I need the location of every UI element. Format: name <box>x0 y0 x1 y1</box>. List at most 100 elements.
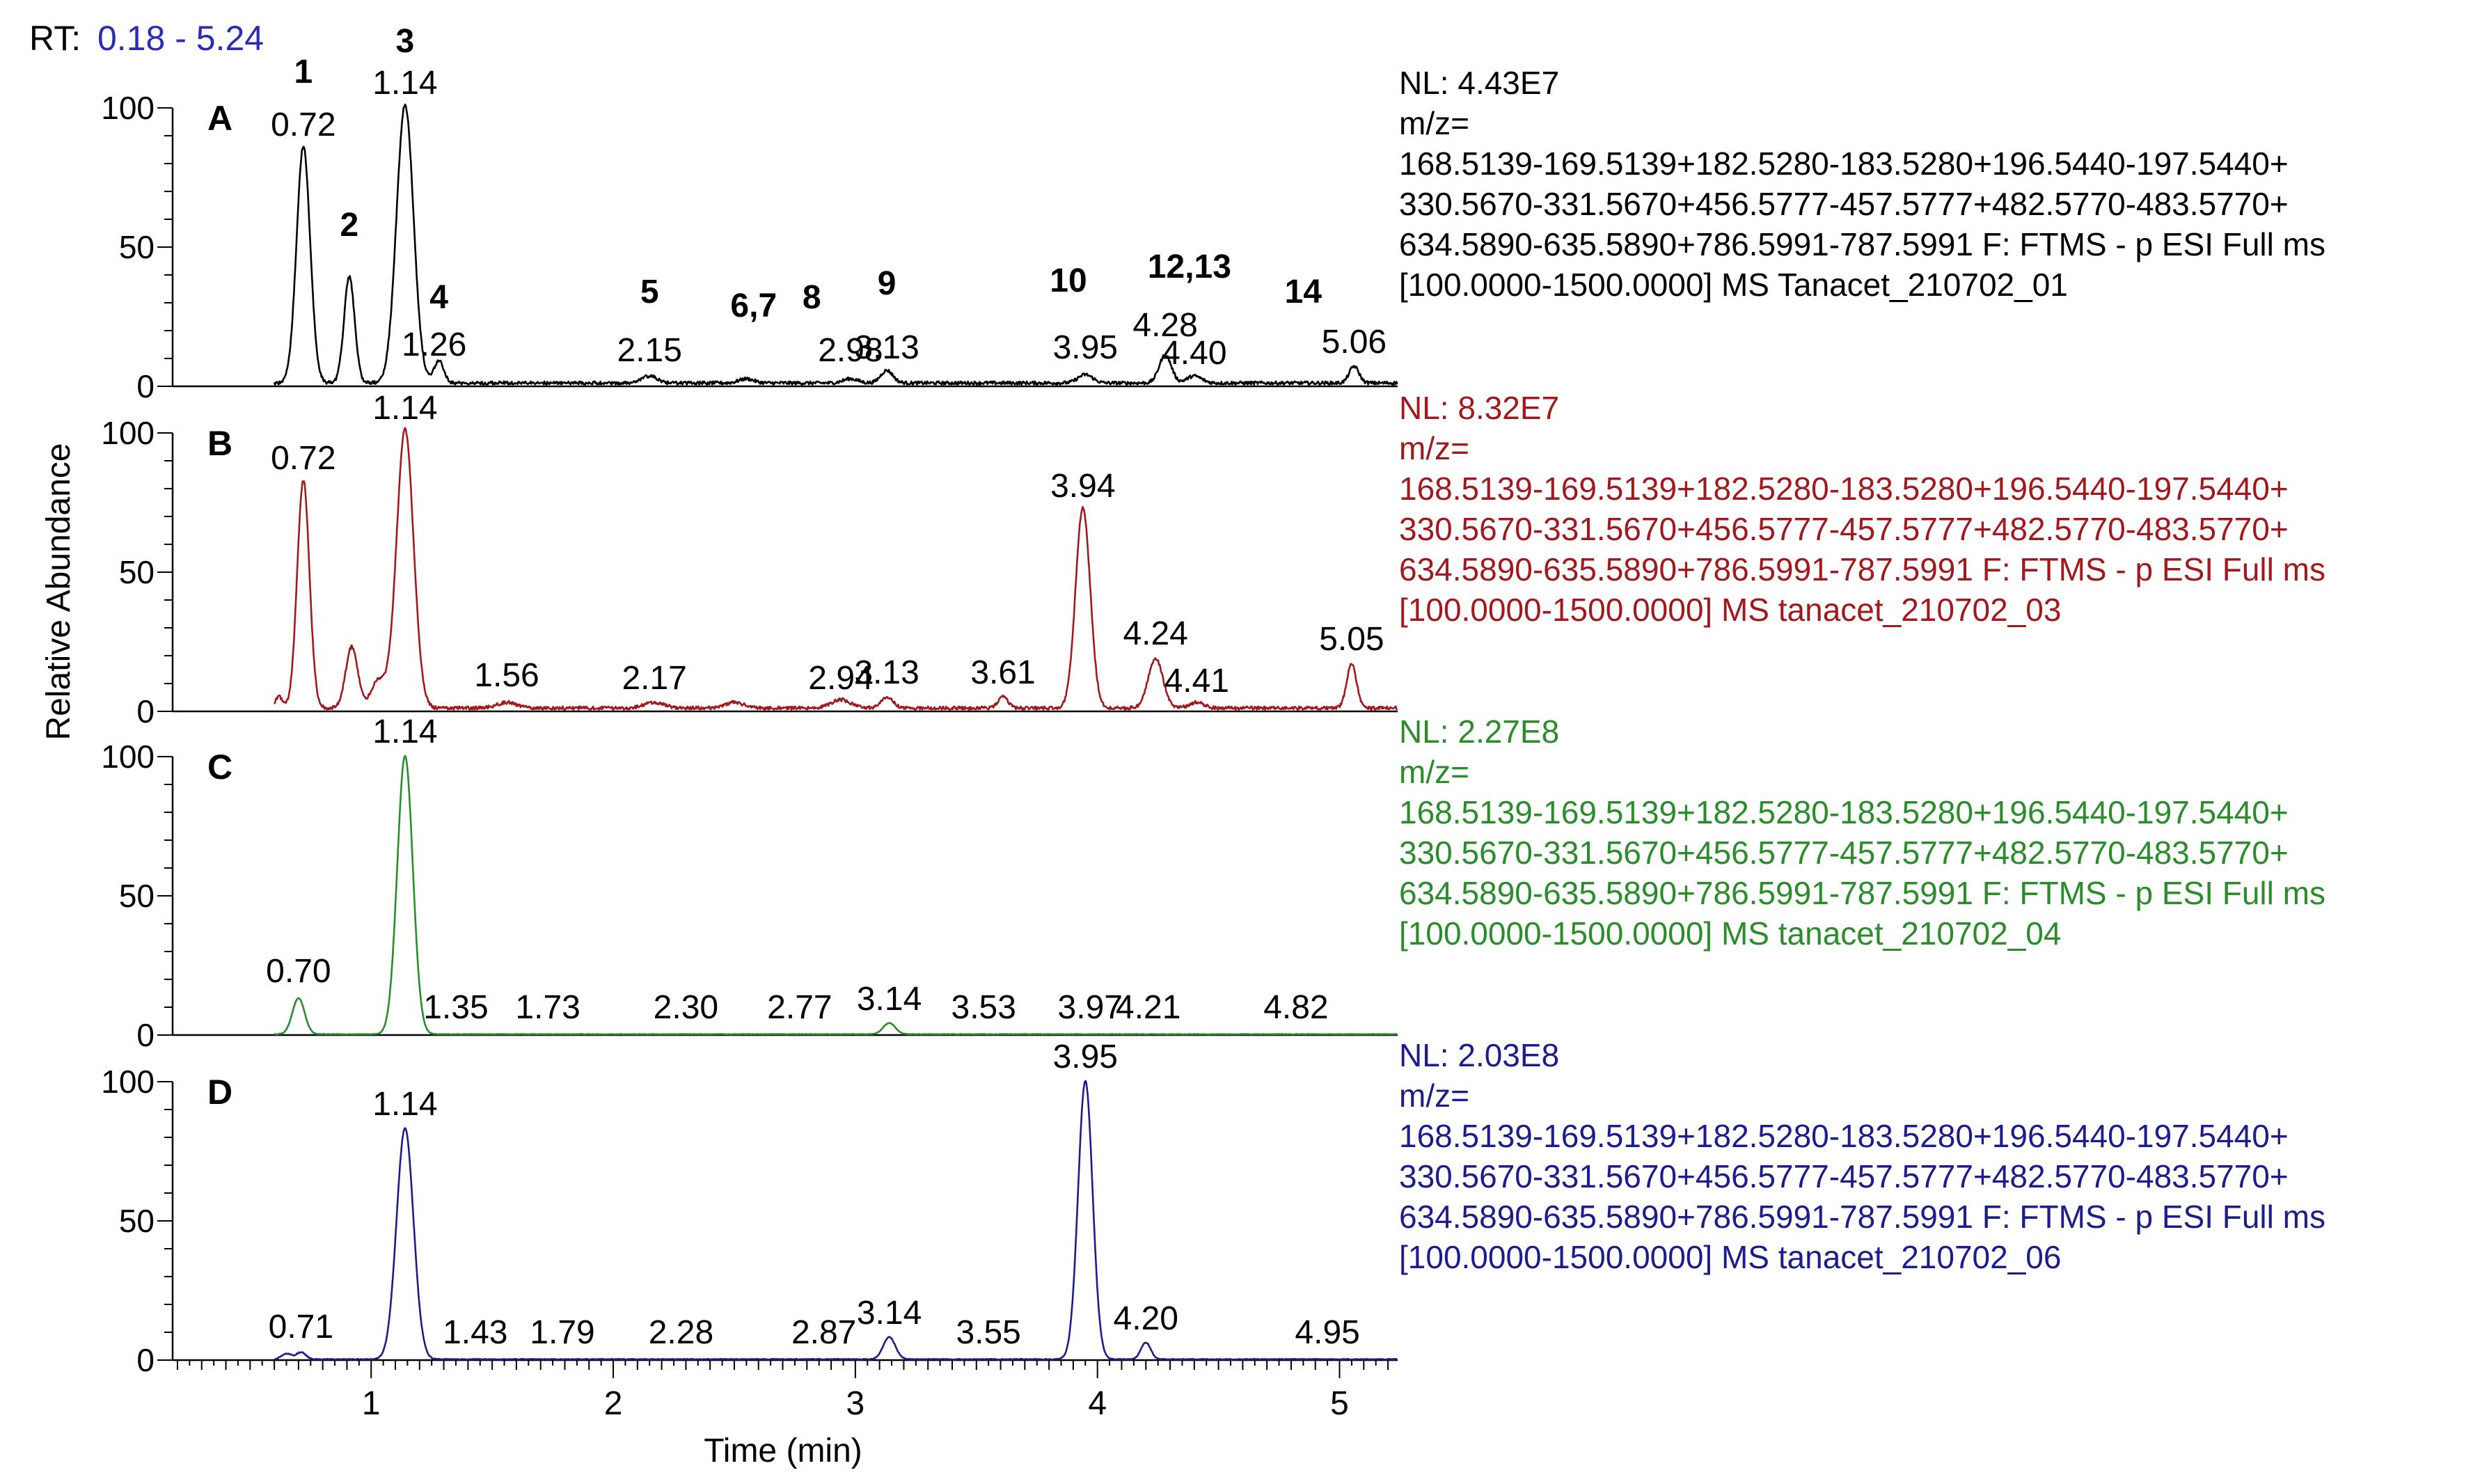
rt-label: 2.15 <box>617 332 682 369</box>
rt-label: 1.79 <box>530 1314 594 1351</box>
rt-label: 1.43 <box>443 1314 507 1351</box>
panel-b: 0 50 100 B 0.72 1.14 1.56 2.17 2.943.13 3.61 3.94 4… <box>101 390 1398 729</box>
rt-label: 4.24 <box>1123 615 1187 652</box>
panel-info-c: NL: 2.27E8 m/z= 168.5139-169.5139+182.5280… <box>1399 711 2325 954</box>
mz-label: m/z= <box>1399 103 2325 143</box>
mz-range-line: 634.5890-635.5890+786.5991-787.5991 F: F… <box>1399 1197 2325 1237</box>
normalization-level: NL: 2.27E8 <box>1399 711 2325 752</box>
panel-letter: B <box>207 424 232 463</box>
rt-label: 3.95 <box>1053 329 1118 366</box>
mz-range-line: 330.5670-331.5670+456.5777-457.5777+482.… <box>1399 184 2325 224</box>
x-tick-label: 4 <box>1088 1385 1107 1422</box>
y-tick-label: 0 <box>136 693 155 729</box>
mz-label: m/z= <box>1399 428 2325 468</box>
y-tick-label: 100 <box>101 415 155 451</box>
rt-label: 5.05 <box>1319 621 1384 658</box>
mz-range-line: 168.5139-169.5139+182.5280-183.5280+196.… <box>1399 1116 2325 1156</box>
peak-number: 3 <box>396 23 415 60</box>
peak-number: 9 <box>878 265 897 302</box>
y-tick-label: 50 <box>119 1203 155 1239</box>
rt-label: 3.95 <box>1053 1039 1118 1075</box>
panel-info-b: NL: 8.32E7 m/z= 168.5139-169.5139+182.5280… <box>1399 388 2325 630</box>
y-axis-label: Relative Abundance <box>40 443 77 741</box>
y-tick-label: 100 <box>101 1064 155 1100</box>
peak-number: 4 <box>429 279 448 316</box>
peak-number: 14 <box>1285 274 1322 310</box>
rt-label: 0.72 <box>271 440 335 477</box>
panel-info-a: NL: 4.43E7 m/z= 168.5139-169.5139+182.5280… <box>1399 63 2325 305</box>
rt-label: 4.20 <box>1114 1300 1178 1337</box>
panel-letter: C <box>207 748 232 787</box>
rt-label: 2.30 <box>654 989 718 1026</box>
rt-label: 0.72 <box>271 106 335 143</box>
rt-label: 3.53 <box>951 989 1016 1026</box>
mz-range-line: 168.5139-169.5139+182.5280-183.5280+196.… <box>1399 143 2325 184</box>
rt-label: 1.14 <box>372 390 437 427</box>
y-tick-label: 100 <box>101 90 155 126</box>
rt-label: RT: <box>29 19 81 58</box>
normalization-level: NL: 4.43E7 <box>1399 63 2325 103</box>
peak-number: 10 <box>1050 262 1087 299</box>
rt-label: 1.14 <box>372 65 437 102</box>
rt-label: 4.21 <box>1116 989 1180 1026</box>
panel-info-d: NL: 2.03E8 m/z= 168.5139-169.5139+182.5280… <box>1399 1035 2325 1277</box>
y-tick-label: 0 <box>136 368 155 404</box>
peak-number: 12,13 <box>1148 248 1231 285</box>
rt-label: 3.14 <box>857 1295 922 1332</box>
y-tick-label: 0 <box>136 1017 155 1053</box>
normalization-level: NL: 2.03E8 <box>1399 1035 2325 1075</box>
normalization-level: NL: 8.32E7 <box>1399 388 2325 428</box>
mz-range-line: 330.5670-331.5670+456.5777-457.5777+482.… <box>1399 832 2325 873</box>
rt-label: 4.40 <box>1162 335 1226 372</box>
mz-range-line: 634.5890-635.5890+786.5991-787.5991 F: F… <box>1399 224 2325 265</box>
mz-range-line: 330.5670-331.5670+456.5777-457.5777+482.… <box>1399 509 2325 549</box>
peak-number: 2 <box>340 207 359 244</box>
rt-label: 2.28 <box>649 1314 713 1351</box>
rt-label: 4.95 <box>1295 1314 1359 1351</box>
panel-letter: A <box>207 99 232 138</box>
rt-label: 1.35 <box>423 989 488 1026</box>
rt-label: 0.70 <box>266 953 331 990</box>
x-tick-label: 5 <box>1330 1385 1349 1422</box>
mz-range-line: 168.5139-169.5139+182.5280-183.5280+196.… <box>1399 792 2325 832</box>
panel-letter: D <box>207 1073 232 1112</box>
mz-range-line: 330.5670-331.5670+456.5777-457.5777+482.… <box>1399 1156 2325 1197</box>
mz-label: m/z= <box>1399 1075 2325 1116</box>
panel-c: 0 50 100 C 0.70 1.14 1.35 1.73 2.30 2.77 3.14 3.53 3… <box>101 713 1398 1053</box>
mz-range-line: [100.0000-1500.0000] MS Tanacet_210702_0… <box>1399 265 2325 305</box>
rt-label: 3.14 <box>857 981 922 1018</box>
mz-range-line: [100.0000-1500.0000] MS tanacet_210702_0… <box>1399 590 2325 630</box>
rt-label: 3.13 <box>854 654 919 691</box>
x-axis-label: Time (min) <box>704 1432 862 1469</box>
mz-range-line: 168.5139-169.5139+182.5280-183.5280+196.… <box>1399 468 2325 509</box>
rt-label: 1.26 <box>402 326 466 363</box>
rt-label: 0.71 <box>269 1309 333 1345</box>
mz-range-line: 634.5890-635.5890+786.5991-787.5991 F: F… <box>1399 873 2325 913</box>
mz-range-line: [100.0000-1500.0000] MS tanacet_210702_0… <box>1399 1237 2325 1277</box>
rt-label: 4.41 <box>1164 663 1229 700</box>
y-tick-label: 50 <box>119 554 155 590</box>
rt-label: 1.14 <box>372 1086 437 1123</box>
rt-label: 3.55 <box>956 1314 1020 1351</box>
peak-number: 5 <box>640 274 659 310</box>
x-axis: 1 2 3 4 5 <box>177 1360 1388 1422</box>
rt-range: 0.18 - 5.24 <box>97 19 264 58</box>
mz-label: m/z= <box>1399 752 2325 792</box>
rt-label: 2.87 <box>791 1314 856 1351</box>
rt-label: 2.77 <box>767 989 832 1026</box>
peak-number: 1 <box>294 54 313 90</box>
y-tick-label: 50 <box>119 878 155 914</box>
rt-label: 4.82 <box>1263 989 1328 1026</box>
y-tick-label: 100 <box>101 739 155 775</box>
rt-label: 2.17 <box>622 660 686 697</box>
y-tick-label: 50 <box>119 229 155 265</box>
peak-number: 6,7 <box>730 287 777 324</box>
x-tick-label: 2 <box>604 1385 623 1422</box>
rt-label: 3.13 <box>854 329 919 366</box>
mz-range-line: [100.0000-1500.0000] MS tanacet_210702_0… <box>1399 913 2325 954</box>
rt-label: 1.14 <box>372 713 437 750</box>
rt-label: 3.97 <box>1058 989 1123 1026</box>
y-tick-label: 0 <box>136 1342 155 1378</box>
